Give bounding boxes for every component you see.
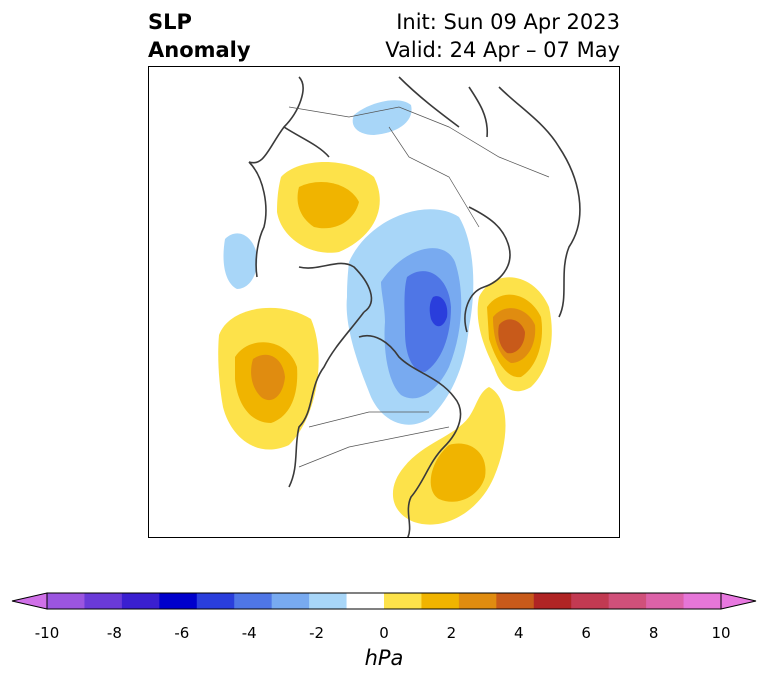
- country-borders: [288, 106, 550, 468]
- colorbar-segment: [271, 593, 310, 609]
- title-line-2: Anomaly: [148, 38, 251, 62]
- anomaly-negative-central-asia: [223, 233, 258, 289]
- colorbar-segment: [646, 593, 685, 609]
- anomaly-negative-east-siberia: [352, 100, 412, 135]
- colorbar-tick-label: 8: [648, 624, 659, 642]
- colorbar-segment: [384, 593, 422, 609]
- colorbar-tick-label: -4: [241, 624, 257, 642]
- coastlines: [248, 76, 581, 537]
- colorbar-tick-label: 6: [581, 624, 591, 642]
- colorbar-segment: [47, 593, 85, 609]
- colorbar-segments: [47, 593, 722, 609]
- colorbar-segment: [571, 593, 610, 609]
- map-panel: [148, 66, 620, 538]
- title-line-1: SLP: [148, 10, 192, 34]
- colorbar-under-arrow: [11, 592, 48, 610]
- forecast-dates: Init: Sun 09 Apr 2023 Valid: 24 Apr – 07…: [385, 8, 620, 64]
- anomaly-negative-arctic-greenland: [346, 209, 474, 425]
- colorbar-tick-label: 0: [379, 624, 389, 642]
- colorbar-tick-label: -6: [174, 624, 190, 642]
- colorbar-tick-label: -10: [34, 624, 60, 642]
- colorbar-segment: [196, 593, 235, 609]
- colorbar-over-arrow: [720, 592, 757, 610]
- colorbar-tick-label: -8: [106, 624, 122, 642]
- colorbar-segment: [533, 593, 572, 609]
- colorbar-segment: [608, 593, 647, 609]
- anomaly-positive-western-atlantic: [392, 387, 506, 525]
- colorbar-segment: [683, 593, 722, 609]
- colorbar-segment: [346, 593, 385, 609]
- colorbar-segment: [84, 593, 123, 609]
- colorbar-unit: hPa: [364, 646, 404, 670]
- colorbar-segment: [458, 593, 497, 609]
- colorbar-tick-label: 2: [446, 624, 457, 642]
- anomaly-map: [218, 76, 581, 537]
- colorbar-tick-label: -2: [309, 624, 325, 642]
- colorbar-segment: [159, 593, 198, 609]
- map-title: SLP Anomaly: [148, 8, 251, 64]
- anomaly-positive-scandinavia: [477, 277, 552, 392]
- anomaly-positive-north-pacific: [218, 307, 319, 450]
- colorbar-segment: [121, 593, 160, 609]
- colorbar-segment: [234, 593, 273, 609]
- colorbar-segment: [421, 593, 460, 609]
- colorbar-outline: [46, 592, 722, 610]
- colorbar: [11, 592, 757, 610]
- colorbar-tick-label: 4: [514, 624, 524, 642]
- colorbar-tick-label: 10: [711, 624, 731, 642]
- init-date: Init: Sun 09 Apr 2023: [396, 10, 620, 34]
- colorbar-segment: [309, 593, 348, 609]
- anomaly-positive-east-asia: [277, 162, 380, 253]
- colorbar-segment: [496, 593, 535, 609]
- valid-range: Valid: 24 Apr – 07 May: [385, 38, 620, 62]
